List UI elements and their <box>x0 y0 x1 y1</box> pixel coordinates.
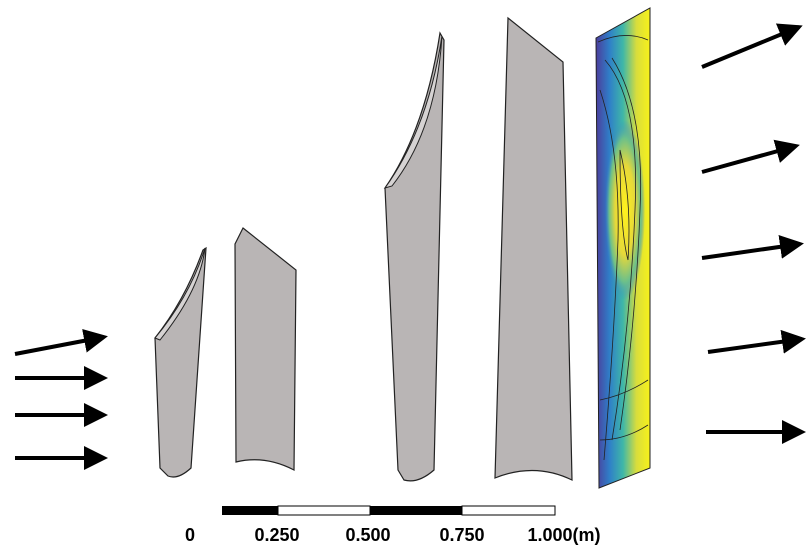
scale-label: 0.500 <box>345 525 390 545</box>
blade <box>494 16 573 481</box>
scale-label: 1.000(m) <box>527 525 600 545</box>
scale-segment <box>370 506 462 515</box>
contour-line <box>599 424 649 441</box>
contour-line <box>599 379 649 401</box>
blade-edge <box>154 247 206 341</box>
scale-label: 0.750 <box>439 525 484 545</box>
contour-line <box>619 149 630 261</box>
contour-line <box>597 35 649 43</box>
blades <box>154 16 573 482</box>
contour-line <box>611 57 642 431</box>
arrow <box>14 328 108 356</box>
arrow <box>707 329 806 354</box>
arrow <box>701 234 804 260</box>
contour-panel <box>595 7 651 489</box>
arrow <box>701 23 803 69</box>
blade <box>384 31 445 482</box>
inlet-arrows <box>14 328 108 470</box>
scale-segment <box>222 506 278 515</box>
blade <box>234 227 297 471</box>
blade-edge <box>383 35 443 189</box>
scale-segment <box>461 505 556 516</box>
scale-label: 0.250 <box>254 525 299 545</box>
scale-bar: 0 0.250 0.500 0.750 1.000(m) <box>185 505 601 545</box>
outlet-arrows <box>701 23 806 444</box>
contour-line <box>604 59 636 441</box>
contour-line <box>599 89 619 461</box>
scale-label: 0 <box>185 525 195 545</box>
arrow <box>701 139 800 174</box>
scale-segment <box>277 505 371 516</box>
